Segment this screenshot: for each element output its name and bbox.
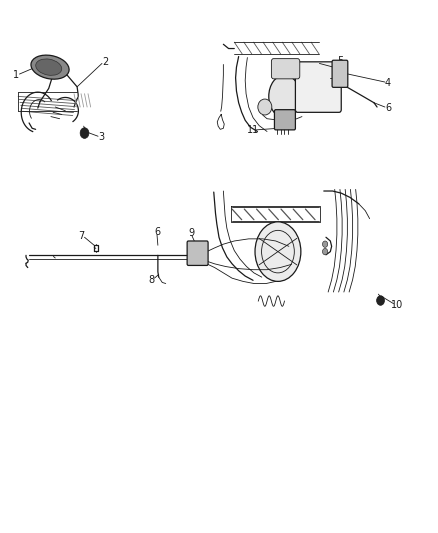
Text: 7: 7 <box>78 231 85 241</box>
FancyBboxPatch shape <box>332 60 348 87</box>
Ellipse shape <box>269 75 300 118</box>
FancyBboxPatch shape <box>275 110 295 130</box>
Circle shape <box>322 241 328 247</box>
Ellipse shape <box>255 222 301 281</box>
Text: 3: 3 <box>99 132 105 142</box>
Ellipse shape <box>36 59 62 75</box>
FancyBboxPatch shape <box>272 59 300 79</box>
Circle shape <box>322 248 328 255</box>
Text: 5: 5 <box>337 56 343 66</box>
Ellipse shape <box>31 55 69 79</box>
Text: 11: 11 <box>247 125 259 135</box>
Ellipse shape <box>258 99 272 115</box>
Text: 6: 6 <box>385 103 391 113</box>
FancyBboxPatch shape <box>295 62 341 112</box>
Text: 6: 6 <box>154 227 160 237</box>
Circle shape <box>377 296 385 305</box>
Text: 2: 2 <box>102 58 109 67</box>
Circle shape <box>80 128 89 139</box>
Text: 8: 8 <box>148 275 155 285</box>
Text: 4: 4 <box>385 78 391 87</box>
Text: 10: 10 <box>391 300 403 310</box>
Text: 9: 9 <box>188 228 194 238</box>
Text: 1: 1 <box>13 70 19 80</box>
FancyBboxPatch shape <box>187 241 208 265</box>
